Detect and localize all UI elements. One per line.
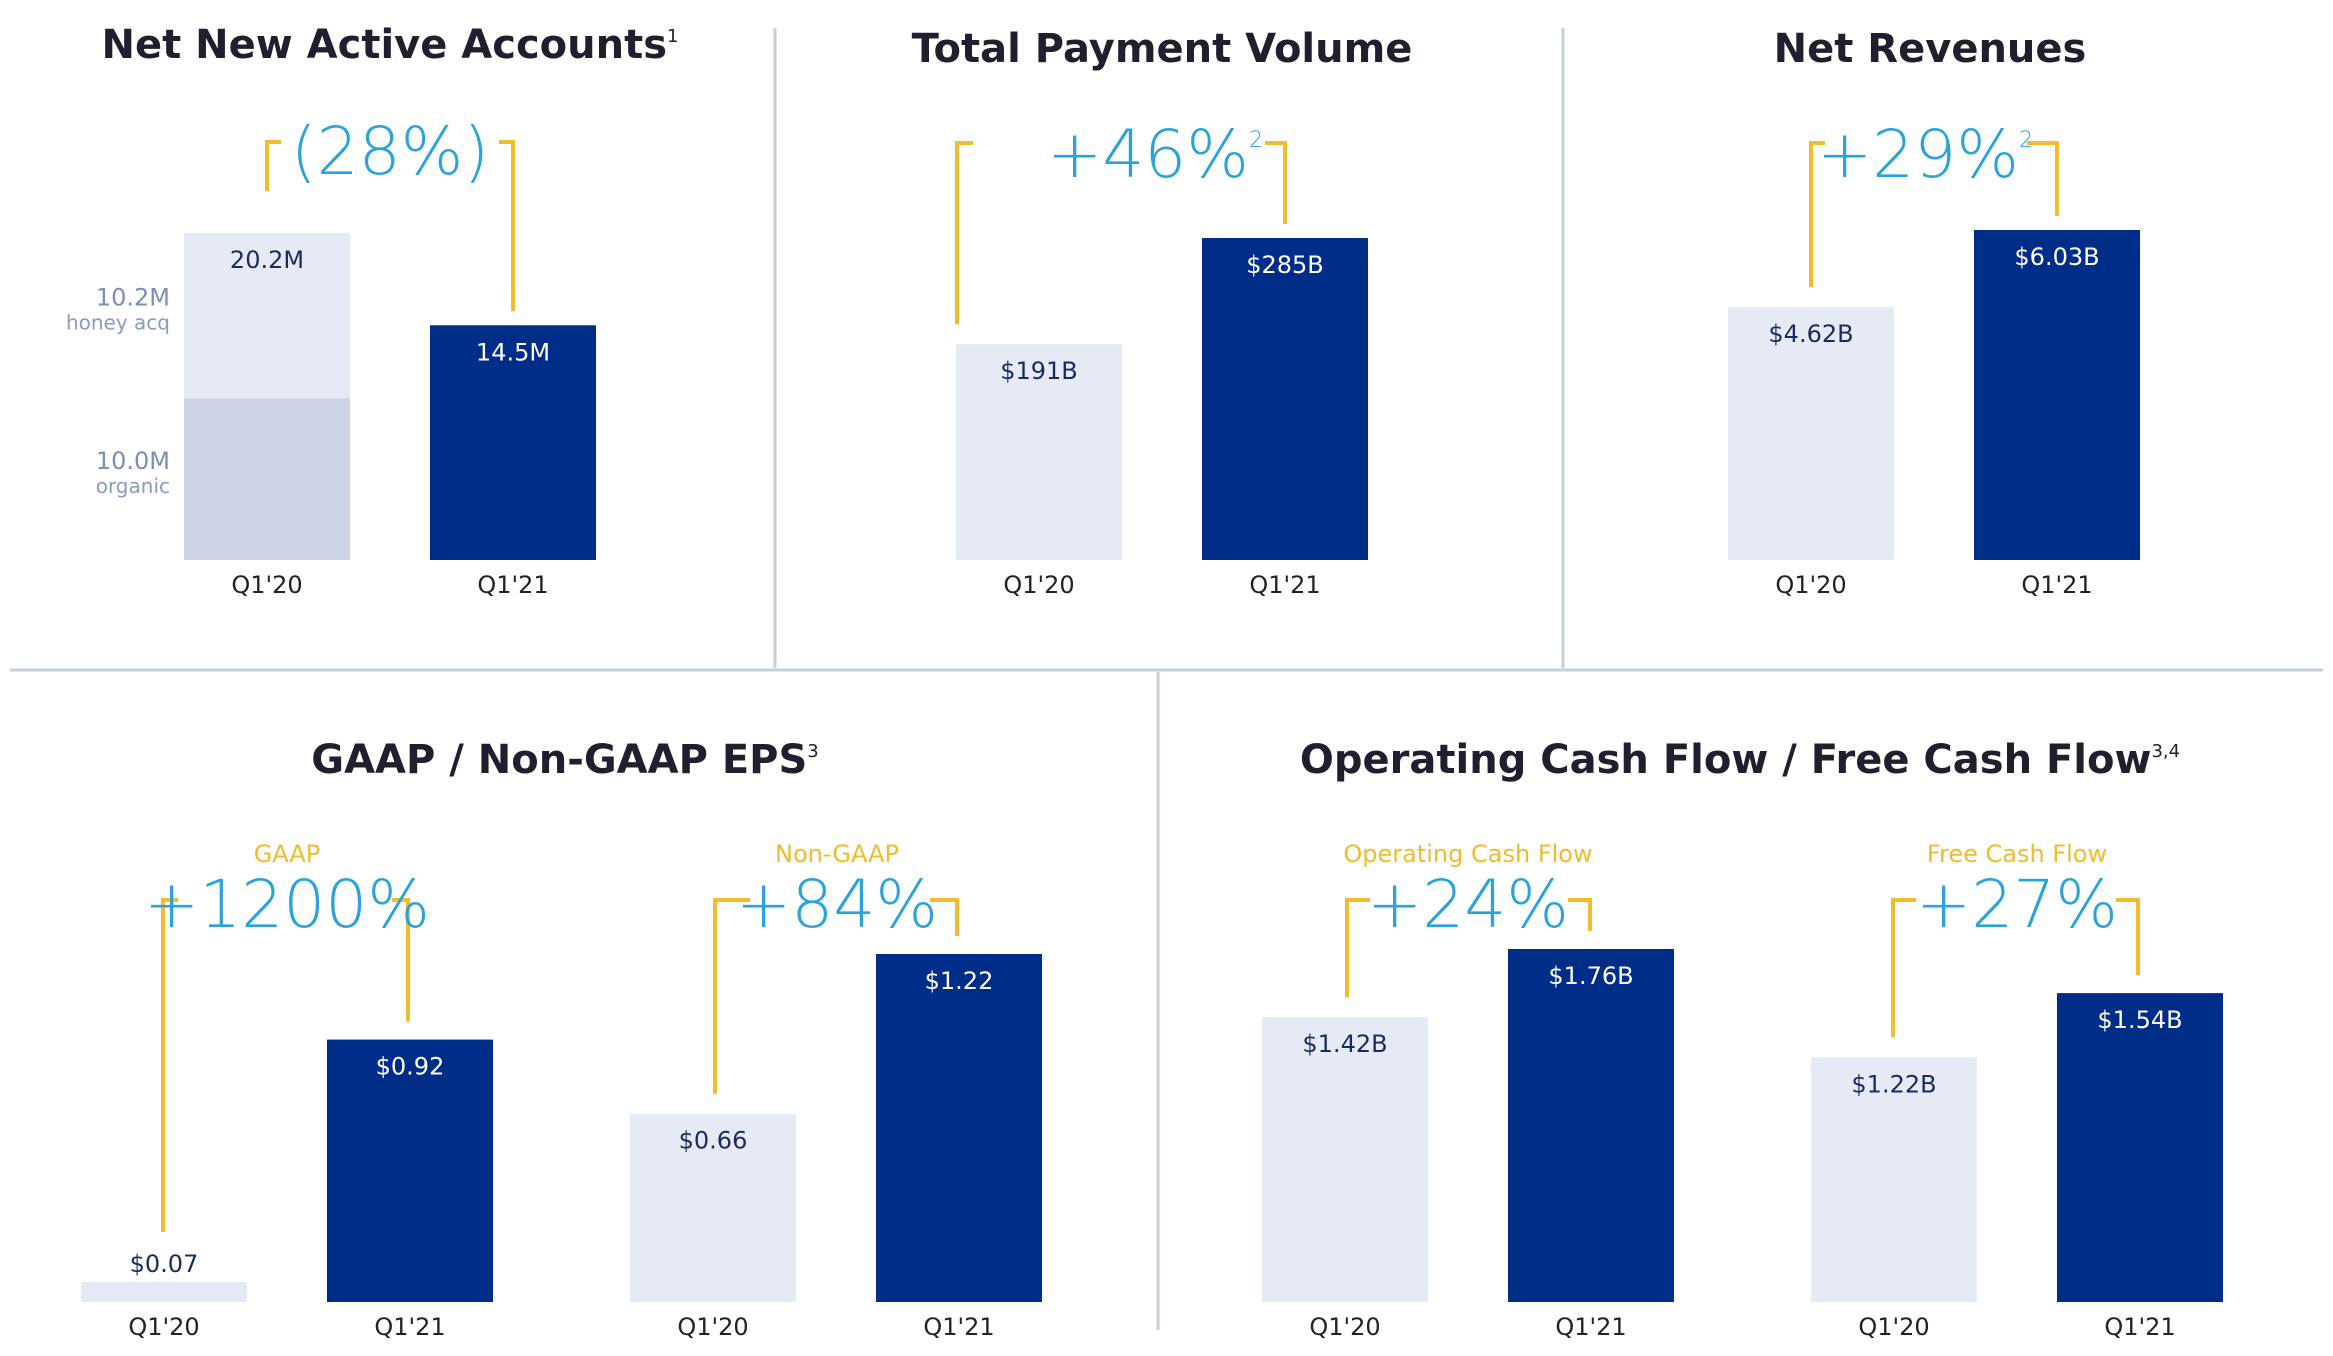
eps-nongaap-bracket-right (930, 898, 959, 936)
rev-tick-1: Q1'21 (2021, 571, 2092, 599)
chart-title-text: Net New Active Accounts (102, 22, 668, 68)
ocf-tick-1: Q1'21 (1555, 1313, 1626, 1341)
fcf-value-label-0: $1.22B (1851, 1070, 1936, 1098)
chart-title: GAAP / Non-GAAP EPS3 (311, 737, 818, 783)
ocf-change: +24% (1367, 866, 1569, 943)
nnaa-tick-0: Q1'20 (231, 571, 302, 599)
rev-change: +29%2 (1817, 116, 2033, 193)
nnaa-bar-0-organic (184, 398, 350, 560)
tpv-tick-0: Q1'20 (1003, 571, 1074, 599)
nnaa-bar-0-honey (184, 233, 350, 399)
tpv-tick-1: Q1'21 (1249, 571, 1320, 599)
eps-gaap-change-value: +1200% (144, 866, 430, 943)
tpv-value-label-1: $285B (1246, 251, 1324, 279)
ocf-bracket-right (1568, 898, 1592, 931)
fcf-bracket-left (1891, 898, 1916, 1038)
rev-value-label-1: $6.03B (2014, 243, 2099, 271)
nnaa-segment-name-organic: organic (96, 474, 170, 498)
ocf-bracket-left (1345, 898, 1370, 998)
nnaa-bar-1 (430, 325, 596, 560)
eps-gaap-bracket-right (392, 898, 410, 1022)
chart-title-footnote: 3,4 (2151, 741, 2180, 762)
chart-title: Total Payment Volume (912, 26, 1413, 72)
nnaa-bracket-right (499, 140, 515, 312)
eps-nongaap-tick-1: Q1'21 (923, 1313, 994, 1341)
chart-title-text: GAAP / Non-GAAP EPS (311, 737, 807, 783)
eps-nongaap-bar-0 (630, 1113, 796, 1302)
charts-layer: Net New Active Accounts1 20.2M 14.5M Q1'20 Q… (66, 22, 2223, 1341)
fcf-bar-0 (1811, 1057, 1977, 1302)
eps-gaap-value-label-1: $0.92 (376, 1053, 445, 1081)
nnaa-segment-value-honey: 10.2M (96, 284, 170, 312)
eps-nongaap-bar-1 (876, 954, 1042, 1302)
nnaa-change-value: (28%) (291, 113, 489, 190)
tpv-bar-0 (956, 344, 1122, 560)
eps-gaap-tick-1: Q1'21 (374, 1313, 445, 1341)
tpv-bracket-left (955, 141, 973, 325)
nnaa-bracket-left (265, 140, 281, 191)
rev-bar-1 (1974, 230, 2140, 560)
ocf-value-label-1: $1.76B (1548, 962, 1633, 990)
nnaa-segment-value-organic: 10.0M (96, 447, 170, 475)
fcf-bar-1 (2057, 993, 2223, 1302)
eps-nongaap-change-value: +84% (736, 866, 938, 943)
fcf-group-name: Free Cash Flow (1927, 840, 2107, 868)
chart-title: Operating Cash Flow / Free Cash Flow3,4 (1300, 737, 2180, 783)
fcf-bracket-right (2116, 898, 2140, 976)
tpv-change: +46%2 (1047, 116, 1263, 193)
ocf-value-label-0: $1.42B (1302, 1030, 1387, 1058)
tpv-change-footnote: 2 (1249, 128, 1263, 153)
fcf-value-label-1: $1.54B (2097, 1006, 2182, 1034)
chart-title-text: Operating Cash Flow / Free Cash Flow (1300, 737, 2152, 783)
fcf-change-value: +27% (1916, 866, 2118, 943)
fcf-tick-0: Q1'20 (1858, 1313, 1929, 1341)
tpv-bar-1 (1202, 238, 1368, 560)
eps-nongaap-tick-0: Q1'20 (677, 1313, 748, 1341)
eps-nongaap-value-label-1: $1.22 (925, 967, 994, 995)
fcf-change: +27% (1916, 866, 2118, 943)
chart-title-footnote: 3 (807, 741, 818, 762)
rev-bar-0 (1728, 307, 1894, 560)
chart-title: Net New Active Accounts1 (102, 22, 679, 68)
nnaa-value-label-0: 20.2M (230, 246, 304, 274)
fcf-tick-1: Q1'21 (2104, 1313, 2175, 1341)
chart-title-footnote: 1 (667, 26, 678, 47)
ocf-bar-0 (1262, 1017, 1428, 1302)
eps-gaap-bracket-left (161, 898, 178, 1233)
eps-nongaap-change: +84% (736, 866, 938, 943)
chart-title: Net Revenues (1774, 26, 2087, 72)
eps-gaap-group-name: GAAP (254, 840, 321, 868)
eps-nongaap-group-name: Non-GAAP (775, 840, 899, 868)
tpv-change-value: +46% (1047, 116, 1249, 193)
eps-gaap-bar-0 (81, 1282, 247, 1302)
eps-gaap-value-label-0: $0.07 (130, 1250, 199, 1278)
eps-nongaap-value-label-0: $0.66 (679, 1127, 748, 1155)
ocf-group-name: Operating Cash Flow (1343, 840, 1592, 868)
ocf-bar-1 (1508, 949, 1674, 1302)
eps-gaap-bar-1 (327, 1039, 493, 1302)
nnaa-tick-1: Q1'21 (477, 571, 548, 599)
chart-title-text: Total Payment Volume (912, 26, 1413, 72)
eps-nongaap-bracket-left (713, 898, 750, 1094)
rev-change-value: +29% (1817, 116, 2019, 193)
tpv-value-label-0: $191B (1000, 357, 1078, 385)
rev-change-footnote: 2 (2019, 128, 2033, 153)
nnaa-change: (28%) (291, 113, 489, 190)
nnaa-segment-name-honey: honey acq (66, 311, 170, 335)
rev-value-label-0: $4.62B (1768, 320, 1853, 348)
rev-tick-0: Q1'20 (1775, 571, 1846, 599)
eps-gaap-change: +1200% (144, 866, 430, 943)
eps-gaap-tick-0: Q1'20 (128, 1313, 199, 1341)
rev-bracket-right (2027, 141, 2059, 216)
tpv-bracket-right (1265, 141, 1287, 224)
ocf-tick-0: Q1'20 (1309, 1313, 1380, 1341)
ocf-change-value: +24% (1367, 866, 1569, 943)
chart-title-text: Net Revenues (1774, 26, 2087, 72)
rev-bracket-left (1809, 141, 1825, 288)
nnaa-value-label-1: 14.5M (476, 338, 550, 366)
